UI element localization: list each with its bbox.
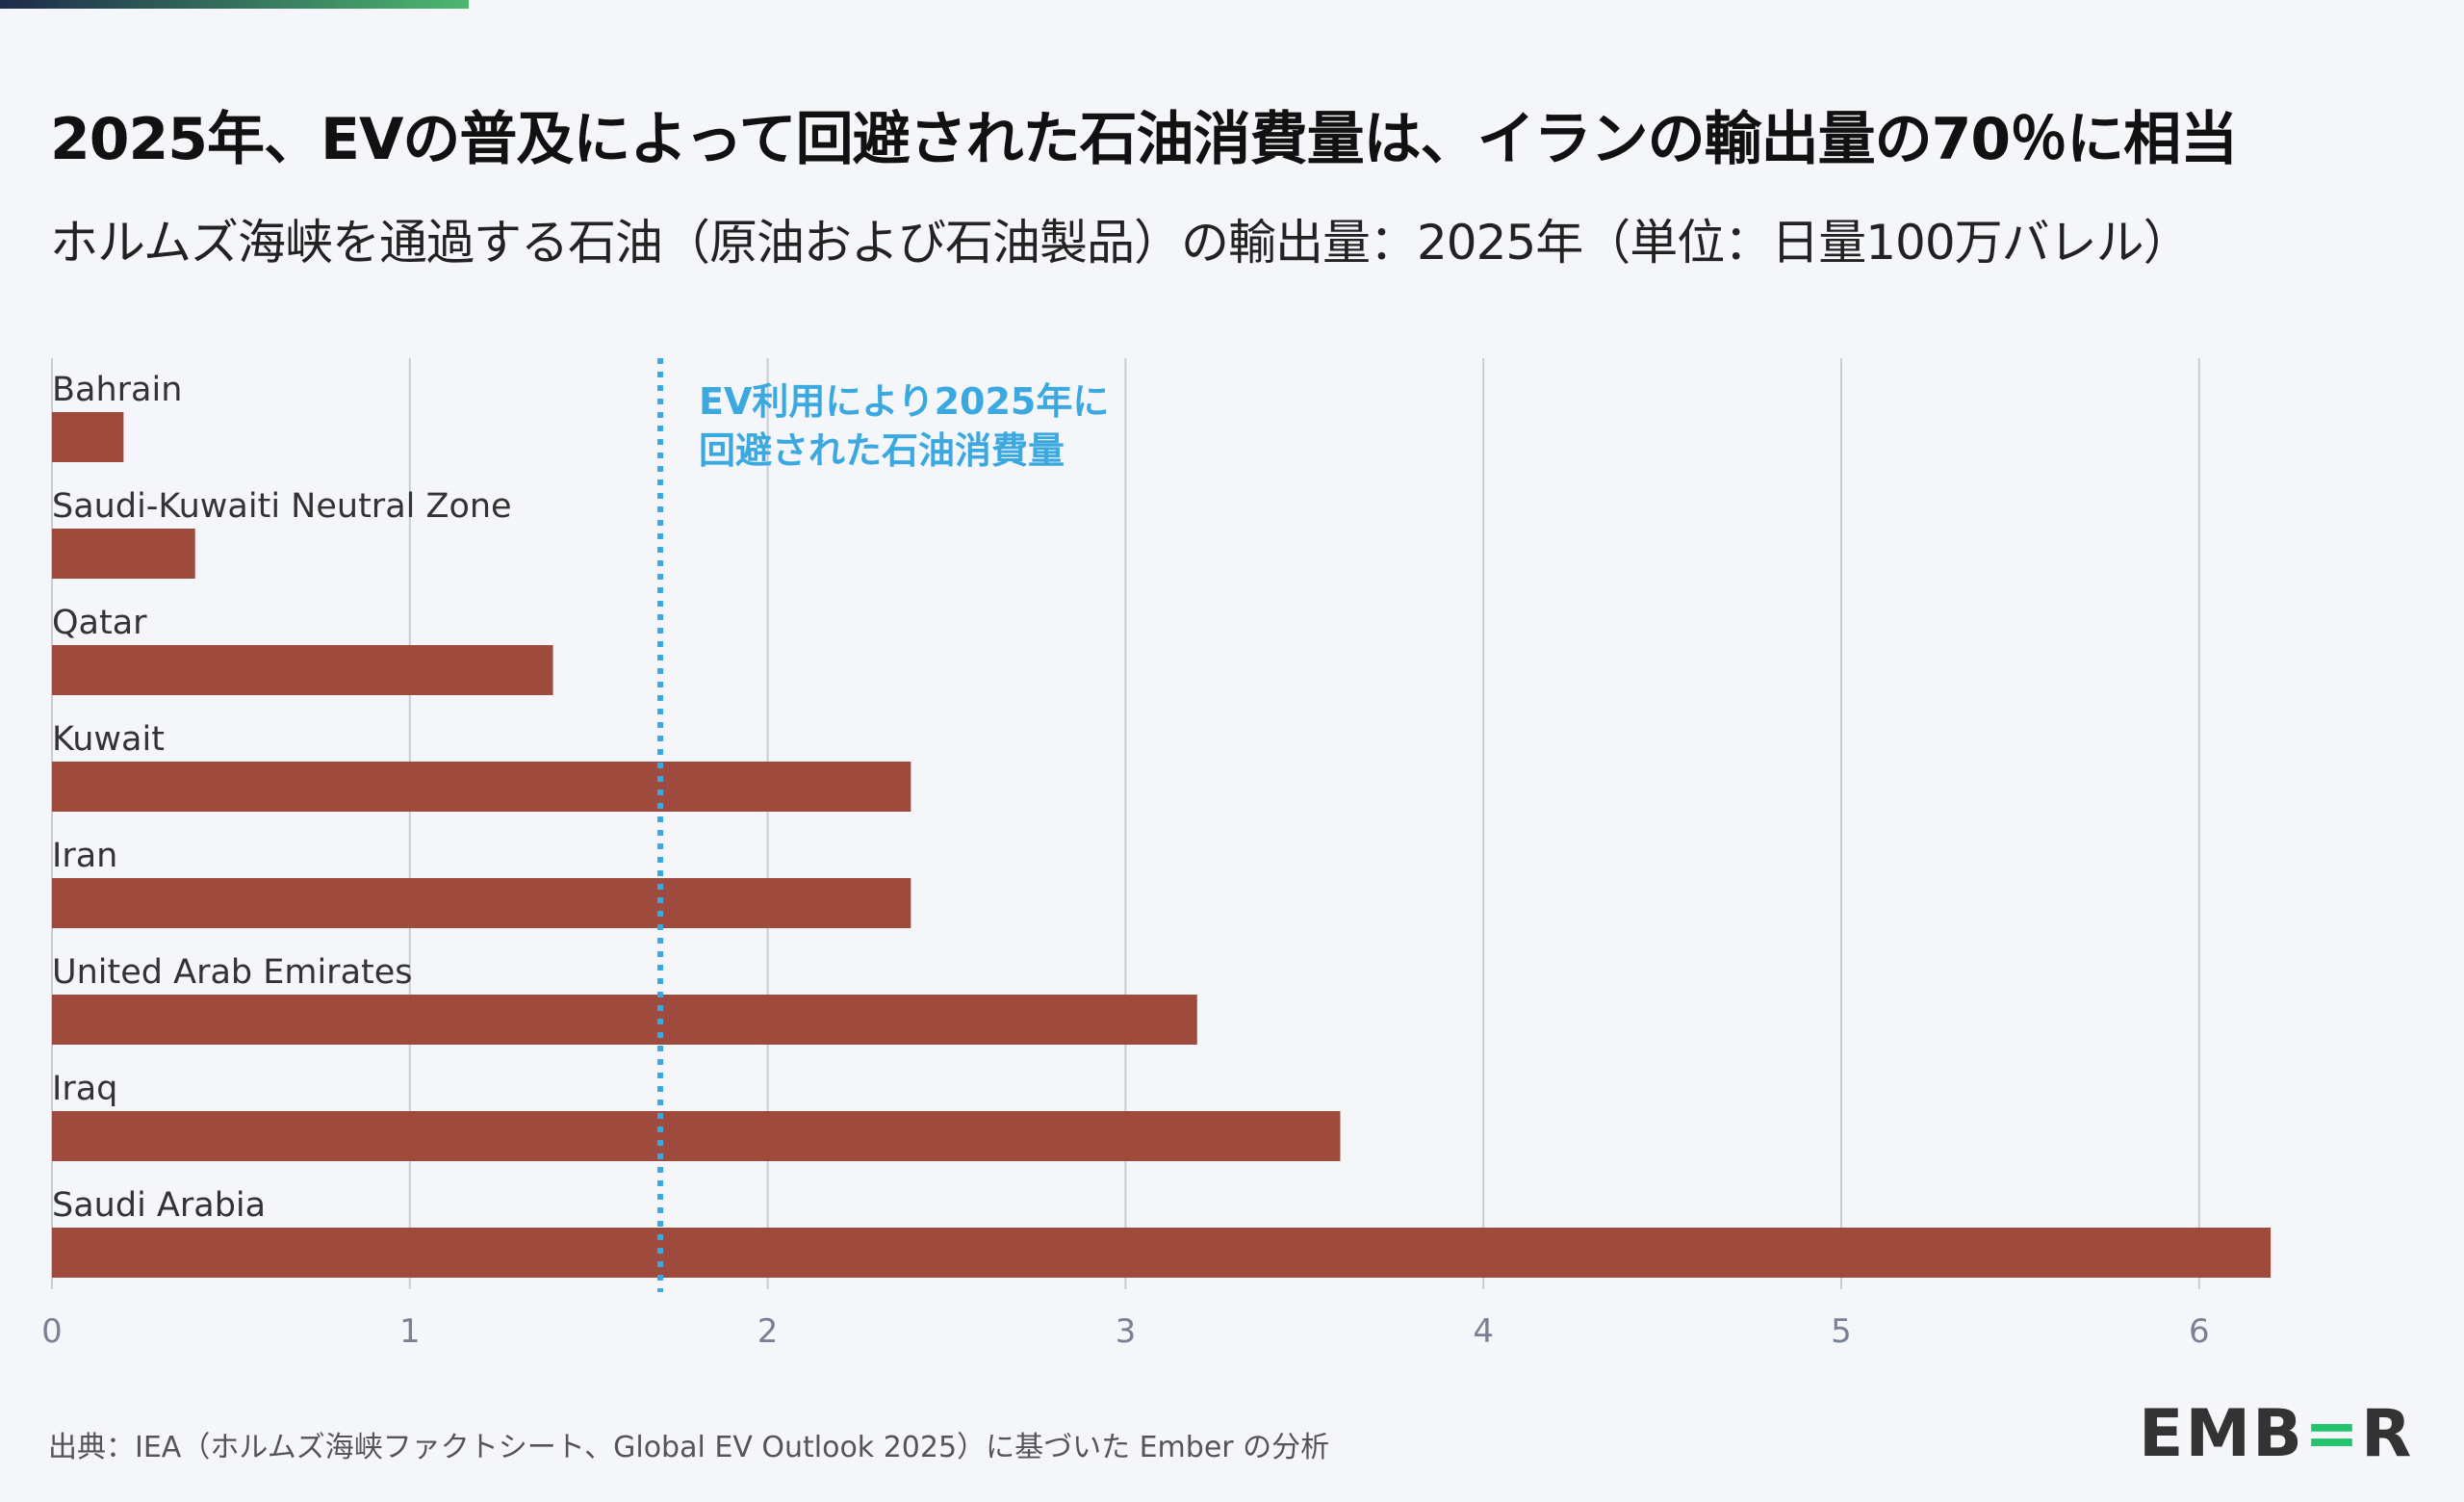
bar-iraq (52, 1111, 1341, 1161)
x-tick-label: 3 (1116, 1312, 1137, 1351)
chart-title: 2025年、EVの普及によって回避された石油消費量は、イランの輸出量の70％に相… (50, 106, 2238, 173)
x-tick-label: 2 (757, 1312, 779, 1351)
x-tick-label: 0 (41, 1312, 63, 1351)
bar-united-arab-emirates (52, 995, 1197, 1045)
source-note: 出典：IEA（ホルムズ海峡ファクトシート、Global EV Outlook 2… (48, 1431, 1330, 1464)
bar-qatar (52, 645, 553, 695)
top-accent-bar (0, 0, 469, 9)
bar-saudi-kuwaiti-neutral-zone (52, 529, 195, 579)
chart-subtitle: ホルムズ海峡を通過する石油（原油および石油製品）の輸出量：2025年（単位：日量… (50, 215, 2192, 271)
category-label: Bahrain (52, 371, 182, 409)
bar-kuwait (52, 762, 911, 812)
category-label: Saudi Arabia (52, 1186, 266, 1225)
bar-saudi-arabia (52, 1228, 2272, 1278)
x-tick-label: 5 (1831, 1312, 1852, 1351)
category-label: Kuwait (52, 720, 165, 759)
category-label: Qatar (52, 604, 147, 642)
bar-iran (52, 878, 911, 928)
reference-line-label: EV利用により2025年に (699, 380, 1109, 423)
category-label: United Arab Emirates (52, 953, 413, 992)
bar-bahrain (52, 412, 124, 462)
x-tick-label: 6 (2189, 1312, 2210, 1351)
x-tick-label: 4 (1473, 1312, 1494, 1351)
reference-line-label: 回避された石油消費量 (699, 429, 1065, 472)
category-label: Iran (52, 837, 117, 875)
category-label: Saudi-Kuwaiti Neutral Zone (52, 487, 512, 526)
ember-logo: EMB=R (2139, 1396, 2414, 1472)
category-label: Iraq (52, 1070, 117, 1108)
x-tick-label: 1 (399, 1312, 421, 1351)
